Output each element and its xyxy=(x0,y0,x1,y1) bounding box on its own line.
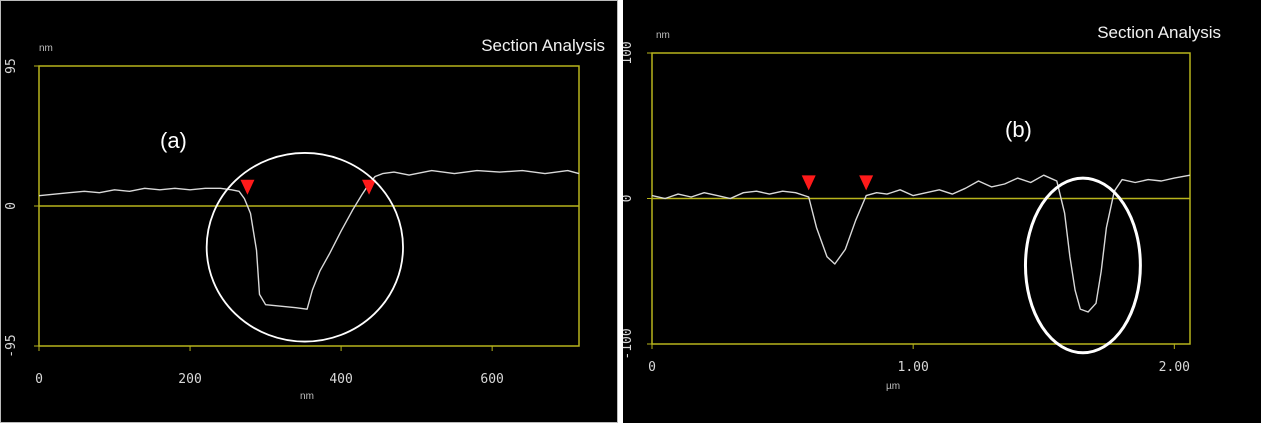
x-tick-label: 400 xyxy=(329,372,352,387)
y-tick-label: 95 xyxy=(4,58,19,74)
y-tick-label: -95 xyxy=(4,334,19,357)
x-tick-label: 600 xyxy=(480,372,503,387)
cursor-marker xyxy=(362,179,377,195)
y-tick-label: 0 xyxy=(623,195,635,203)
panel-label: (a) xyxy=(160,128,187,153)
chart-title: Section Analysis xyxy=(481,36,605,55)
y-unit-label: nm xyxy=(656,30,670,41)
x-tick-label: 0 xyxy=(35,372,43,387)
chart-title: Section Analysis xyxy=(1097,23,1221,42)
cursor-marker xyxy=(801,175,816,191)
x-unit-label: nm xyxy=(300,391,314,402)
x-tick-label: 0 xyxy=(648,360,656,375)
y-tick-label: 0 xyxy=(4,202,19,210)
highlight-ellipse xyxy=(1023,176,1142,355)
y-tick-label: -100 xyxy=(623,328,635,359)
x-tick-label: 2.00 xyxy=(1159,360,1190,375)
x-tick-label: 1.00 xyxy=(898,360,929,375)
panel-label: (b) xyxy=(1005,117,1032,142)
profile-line xyxy=(38,169,580,310)
section-chart-b: Section Analysis nm (b) µm 100 0 -100 0 1.00… xyxy=(623,23,1221,392)
y-unit-label: nm xyxy=(39,43,53,54)
section-analysis-panel-a: Section Analysis nm (a) nm 95 0 -95 0 200 400… xyxy=(0,0,618,423)
section-chart-a: Section Analysis nm (a) nm 95 0 -95 0 200 400… xyxy=(4,36,605,402)
y-tick-label: 100 xyxy=(623,41,635,64)
cursor-marker xyxy=(859,175,874,191)
profile-line xyxy=(651,174,1191,313)
x-unit-label: µm xyxy=(886,381,900,392)
cursor-marker xyxy=(240,179,255,195)
x-tick-label: 200 xyxy=(178,372,201,387)
section-analysis-panel-b: Section Analysis nm (b) µm 100 0 -100 0 1.00… xyxy=(623,0,1261,423)
highlight-circle xyxy=(205,152,404,343)
